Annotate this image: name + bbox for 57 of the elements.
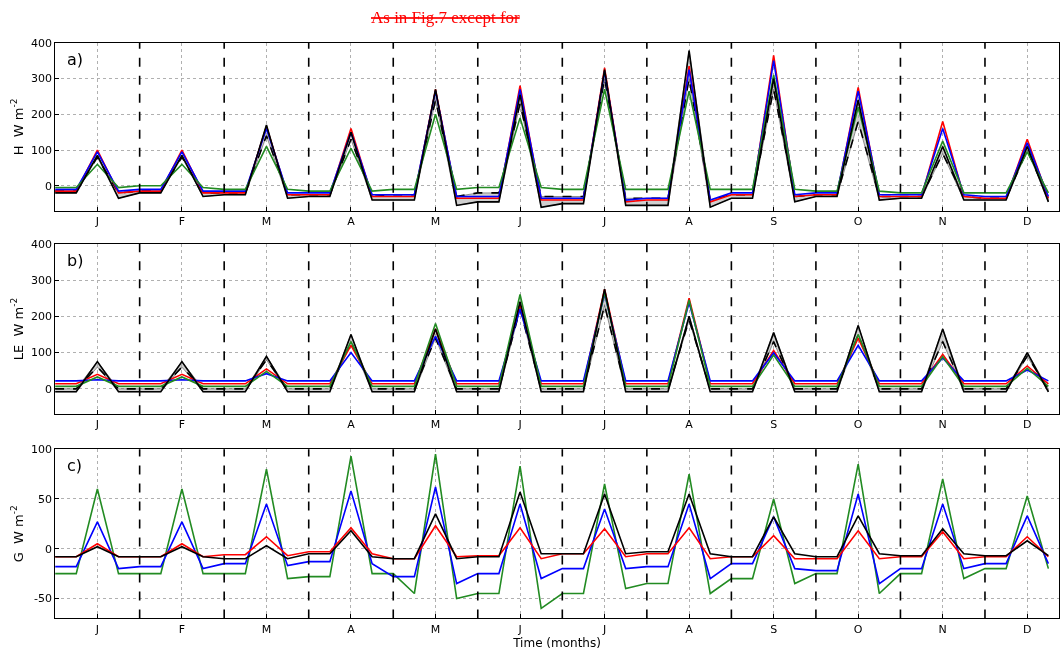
x-tick-label: M: [430, 214, 441, 228]
x-tick-label: D: [1023, 622, 1032, 636]
x-tick-label: A: [347, 418, 356, 432]
x-tick-label: S: [770, 622, 778, 636]
x-tick-label: S: [770, 214, 778, 228]
line-series: [55, 453, 1050, 610]
annotation: a): [67, 50, 84, 69]
x-tick-label: J: [601, 214, 607, 228]
y-tick-label: 300: [30, 72, 52, 86]
x-tick-label: J: [517, 418, 522, 432]
x-tick-label: A: [685, 214, 694, 228]
x-tick-label: A: [347, 622, 356, 636]
y-tick-label: -50: [33, 592, 52, 606]
y-tick-label: 400: [30, 36, 52, 50]
x-tick-label: J: [601, 418, 607, 432]
x-tick-label: F: [178, 418, 186, 432]
x-tick-label: D: [1023, 418, 1032, 432]
y-tick-label: 0: [44, 382, 52, 396]
x-tick-label: N: [938, 214, 947, 228]
line-series: [55, 486, 1050, 585]
x-tick-label: M: [261, 622, 272, 636]
x-tick-label: M: [430, 622, 441, 636]
x-tick-label: O: [853, 214, 863, 228]
x-tick-label: M: [261, 214, 272, 228]
y-tick-label: 400: [30, 237, 52, 251]
x-tick-label: O: [853, 418, 863, 432]
x-tick-label: D: [1023, 214, 1032, 228]
text: As in Fig.7 except for: [371, 8, 521, 27]
y-tick-label: 0: [44, 179, 52, 193]
annotation: b): [67, 251, 84, 270]
x-tick-label: J: [94, 418, 100, 432]
x-axis-title: Time (months): [512, 635, 601, 650]
x-tick-label: F: [178, 214, 186, 228]
y-tick-label: 300: [30, 273, 52, 287]
annotation: c): [67, 456, 83, 475]
y-tick-label: 200: [30, 310, 52, 324]
y-tick-label: 0: [44, 542, 52, 556]
x-tick-label: O: [853, 622, 863, 636]
x-tick-label: J: [517, 622, 522, 636]
y-tick-label: 100: [30, 143, 52, 157]
x-tick-label: A: [347, 214, 356, 228]
x-tick-label: N: [938, 418, 947, 432]
x-tick-label: F: [178, 622, 186, 636]
x-tick-label: A: [685, 622, 694, 636]
y-tick-label: 100: [30, 443, 52, 457]
x-tick-label: J: [94, 214, 100, 228]
y-tick-label: 50: [37, 492, 52, 506]
x-tick-label: M: [430, 418, 441, 432]
x-tick-label: J: [517, 214, 522, 228]
y-tick-label: 200: [30, 108, 52, 122]
x-tick-label: S: [770, 418, 778, 432]
x-tick-label: J: [601, 622, 607, 636]
x-tick-label: A: [685, 418, 694, 432]
x-tick-label: N: [938, 622, 947, 636]
y-tick-label: 100: [30, 346, 52, 360]
x-tick-label: M: [261, 418, 272, 432]
x-tick-label: J: [94, 622, 100, 636]
